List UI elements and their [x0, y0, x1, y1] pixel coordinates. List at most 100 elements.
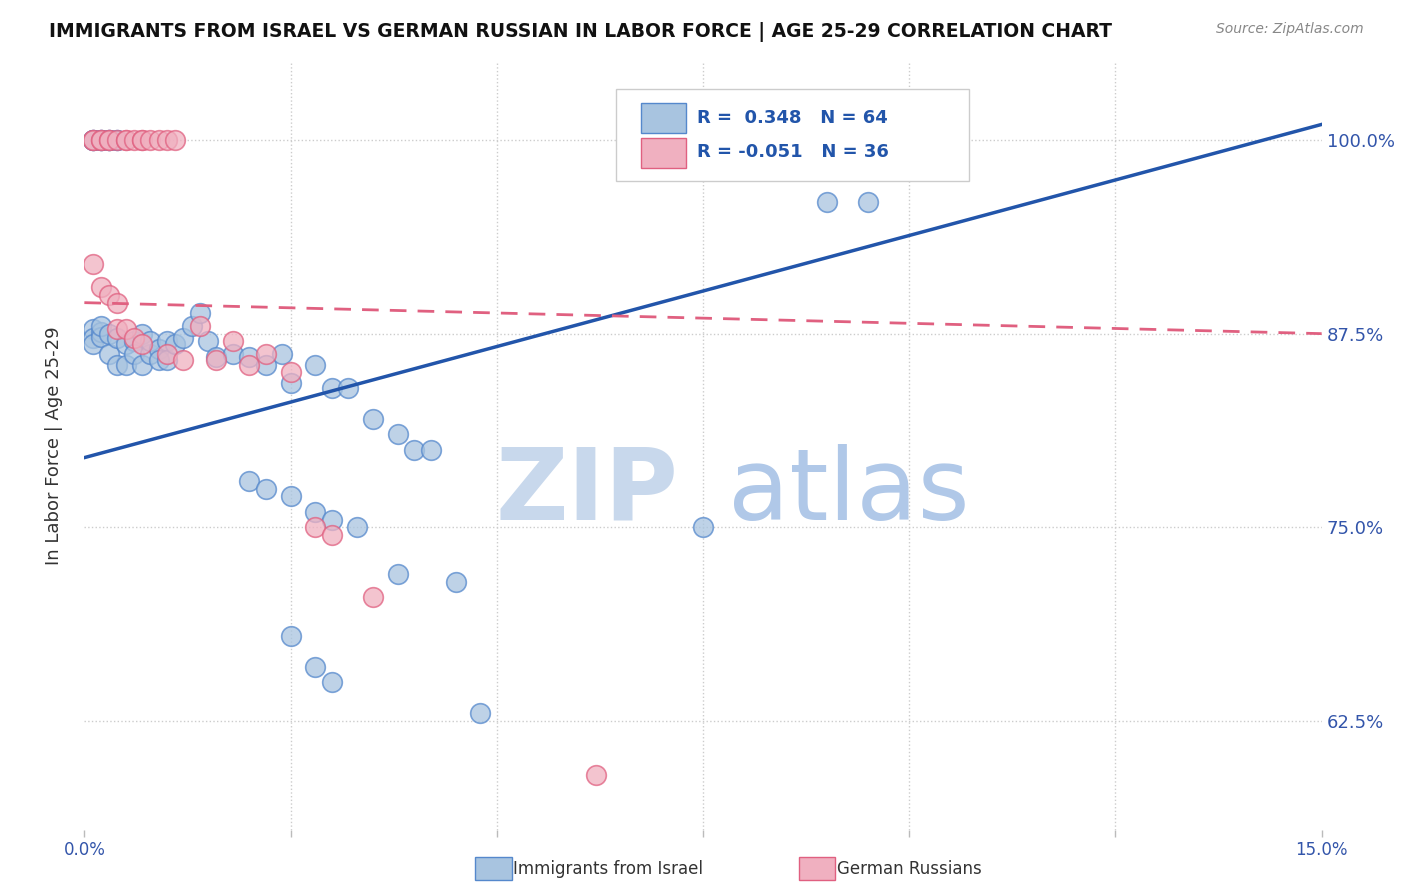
Point — [238, 474, 260, 488]
Point — [387, 427, 409, 442]
Point — [148, 342, 170, 356]
Point — [114, 322, 136, 336]
Point — [82, 331, 104, 345]
Point — [254, 347, 277, 361]
Point — [90, 133, 112, 147]
Point — [105, 322, 128, 336]
Text: IMMIGRANTS FROM ISRAEL VS GERMAN RUSSIAN IN LABOR FORCE | AGE 25-29 CORRELATION : IMMIGRANTS FROM ISRAEL VS GERMAN RUSSIAN… — [49, 22, 1112, 42]
Point — [172, 331, 194, 345]
Point — [321, 675, 343, 690]
Point — [90, 133, 112, 147]
Point — [254, 482, 277, 496]
Point — [165, 133, 187, 147]
Point — [122, 334, 145, 349]
Text: Immigrants from Israel: Immigrants from Israel — [513, 860, 703, 878]
Point — [82, 133, 104, 147]
Point — [139, 334, 162, 349]
Point — [238, 350, 260, 364]
Text: R = -0.051   N = 36: R = -0.051 N = 36 — [697, 144, 889, 161]
Point — [82, 133, 104, 147]
Point — [585, 768, 607, 782]
Point — [90, 133, 112, 147]
Point — [90, 280, 112, 294]
Point — [156, 347, 179, 361]
Point — [304, 660, 326, 674]
Point — [114, 133, 136, 147]
FancyBboxPatch shape — [641, 103, 686, 133]
Point — [82, 257, 104, 271]
Point — [98, 133, 121, 147]
Point — [90, 330, 112, 344]
FancyBboxPatch shape — [641, 137, 686, 168]
Point — [271, 347, 294, 361]
Point — [139, 133, 162, 147]
Point — [188, 306, 211, 320]
Point — [82, 133, 104, 147]
Point — [156, 133, 179, 147]
Point — [321, 381, 343, 395]
Point — [222, 347, 245, 361]
Point — [98, 288, 121, 302]
Point — [105, 133, 128, 147]
Point — [172, 353, 194, 368]
Text: ZIP: ZIP — [495, 443, 678, 541]
Point — [321, 528, 343, 542]
Text: German Russians: German Russians — [837, 860, 981, 878]
Point — [139, 347, 162, 361]
Point — [815, 194, 838, 209]
Point — [98, 326, 121, 341]
Point — [122, 347, 145, 361]
Point — [114, 133, 136, 147]
Point — [337, 381, 360, 395]
Point — [90, 325, 112, 339]
Point — [280, 376, 302, 391]
Point — [419, 442, 441, 457]
Point — [856, 194, 879, 209]
Point — [98, 133, 121, 147]
Point — [321, 513, 343, 527]
Point — [165, 337, 187, 351]
Point — [82, 133, 104, 147]
Point — [205, 353, 228, 368]
Point — [131, 133, 153, 147]
Point — [114, 358, 136, 372]
Point — [444, 574, 467, 589]
Point — [346, 520, 368, 534]
Point — [114, 337, 136, 351]
Point — [148, 353, 170, 368]
Point — [304, 505, 326, 519]
Text: R =  0.348   N = 64: R = 0.348 N = 64 — [697, 109, 887, 127]
Point — [105, 295, 128, 310]
Point — [188, 318, 211, 333]
Point — [148, 133, 170, 147]
Y-axis label: In Labor Force | Age 25-29: In Labor Force | Age 25-29 — [45, 326, 63, 566]
Point — [254, 358, 277, 372]
Point — [98, 347, 121, 361]
Point — [180, 318, 202, 333]
Point — [131, 133, 153, 147]
Point — [131, 326, 153, 341]
Point — [156, 334, 179, 349]
Point — [90, 318, 112, 333]
Point — [387, 566, 409, 581]
Point — [82, 337, 104, 351]
Point — [205, 350, 228, 364]
Point — [361, 412, 384, 426]
Point — [404, 442, 426, 457]
Text: Source: ZipAtlas.com: Source: ZipAtlas.com — [1216, 22, 1364, 37]
Text: atlas: atlas — [728, 443, 969, 541]
Point — [280, 489, 302, 503]
Point — [90, 133, 112, 147]
Point — [82, 322, 104, 336]
Point — [122, 133, 145, 147]
Point — [156, 353, 179, 368]
Point — [280, 365, 302, 379]
Point — [98, 133, 121, 147]
Point — [131, 337, 153, 351]
Point — [131, 358, 153, 372]
Point — [280, 629, 302, 643]
Point — [470, 706, 492, 721]
Point — [105, 133, 128, 147]
FancyBboxPatch shape — [616, 89, 969, 181]
Point — [197, 334, 219, 349]
